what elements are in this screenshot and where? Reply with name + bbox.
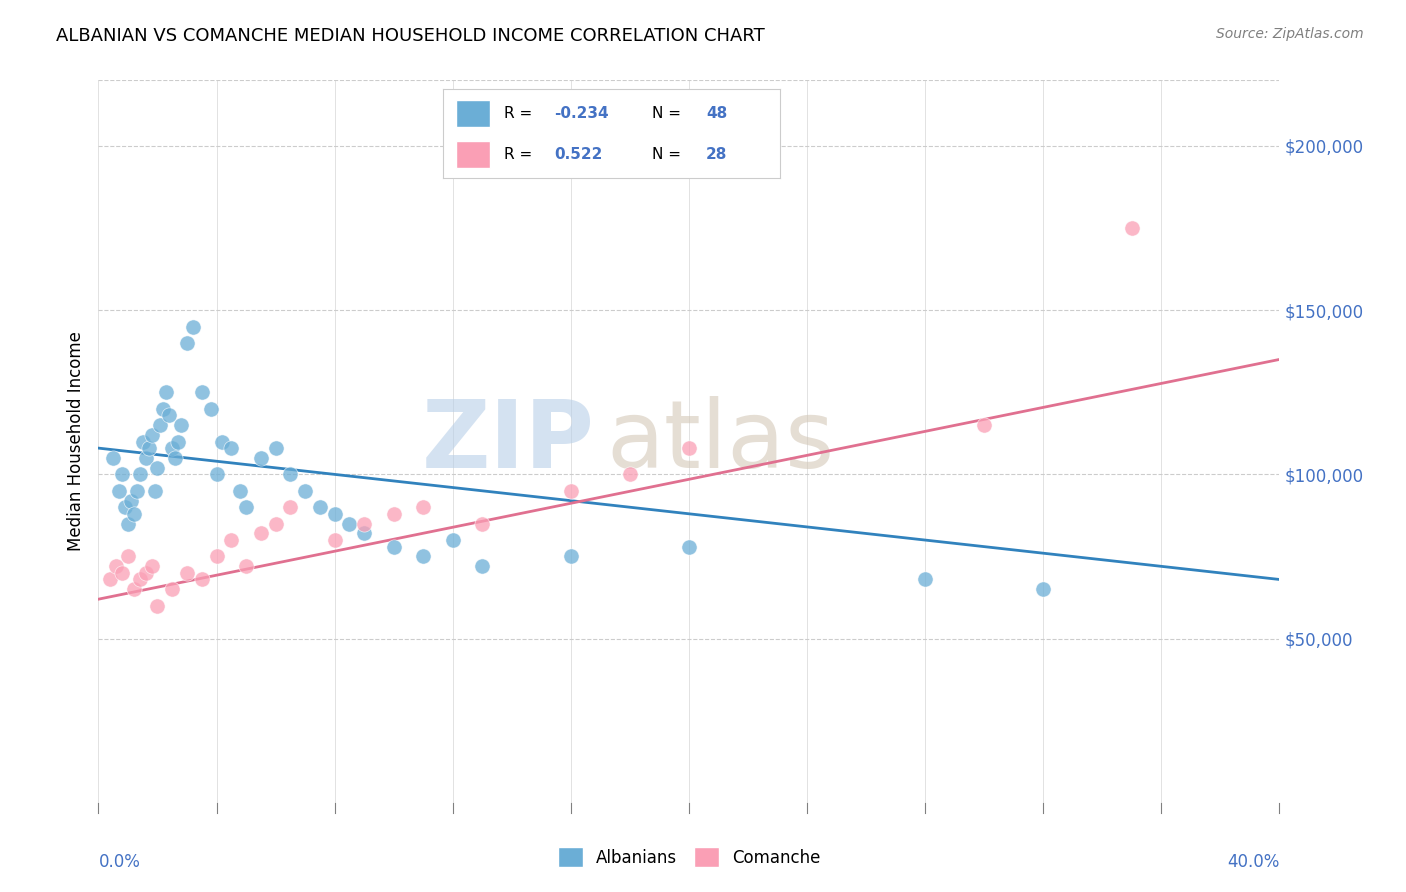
Text: N =: N = — [652, 106, 686, 120]
Point — [280, 467, 302, 482]
Point — [135, 566, 157, 580]
Y-axis label: Median Household Income: Median Household Income — [66, 332, 84, 551]
Text: ALBANIAN VS COMANCHE MEDIAN HOUSEHOLD INCOME CORRELATION CHART: ALBANIAN VS COMANCHE MEDIAN HOUSEHOLD IN… — [56, 27, 765, 45]
Point — [108, 483, 131, 498]
Point — [235, 559, 257, 574]
Point — [914, 573, 936, 587]
Text: 40.0%: 40.0% — [1227, 854, 1279, 871]
Point — [143, 483, 166, 498]
Point — [98, 573, 121, 587]
Point — [191, 573, 214, 587]
Text: atlas: atlas — [606, 395, 835, 488]
Point — [1121, 221, 1143, 235]
Point — [117, 549, 139, 564]
Legend: Albanians, Comanche: Albanians, Comanche — [551, 840, 827, 874]
Point — [1032, 582, 1054, 597]
Point — [155, 385, 177, 400]
Point — [146, 599, 169, 613]
Point — [152, 401, 174, 416]
Point — [205, 467, 228, 482]
Point — [138, 441, 160, 455]
Point — [211, 434, 233, 449]
Point — [111, 467, 134, 482]
Point — [339, 516, 361, 531]
Text: 28: 28 — [706, 147, 727, 161]
Point — [323, 533, 346, 547]
Point — [229, 483, 252, 498]
Point — [471, 559, 494, 574]
Point — [619, 467, 641, 482]
Point — [200, 401, 222, 416]
Point — [250, 526, 273, 541]
Point — [170, 418, 193, 433]
Point — [132, 434, 155, 449]
Point — [221, 441, 243, 455]
Point — [120, 493, 142, 508]
Point — [250, 450, 273, 465]
Point — [167, 434, 190, 449]
Point — [353, 526, 375, 541]
Point — [128, 467, 150, 482]
Point — [141, 428, 163, 442]
Point — [323, 507, 346, 521]
Point — [114, 500, 136, 515]
Point — [678, 540, 700, 554]
Point — [111, 566, 134, 580]
Text: N =: N = — [652, 147, 686, 161]
Text: Source: ZipAtlas.com: Source: ZipAtlas.com — [1216, 27, 1364, 41]
Text: -0.234: -0.234 — [554, 106, 609, 120]
Point — [162, 582, 183, 597]
Text: 48: 48 — [706, 106, 727, 120]
Point — [382, 540, 405, 554]
Point — [176, 566, 198, 580]
Point — [353, 516, 375, 531]
Point — [117, 516, 139, 531]
Point — [103, 450, 125, 465]
Point — [280, 500, 302, 515]
Point — [176, 336, 198, 351]
Point — [309, 500, 332, 515]
Point — [441, 533, 464, 547]
Text: 0.0%: 0.0% — [98, 854, 141, 871]
Point — [264, 516, 287, 531]
Point — [122, 507, 145, 521]
Point — [105, 559, 128, 574]
Point — [973, 418, 995, 433]
Point — [205, 549, 228, 564]
Point — [125, 483, 148, 498]
Point — [560, 549, 582, 564]
Point — [264, 441, 287, 455]
Point — [128, 573, 150, 587]
Point — [141, 559, 163, 574]
Point — [412, 549, 434, 564]
Point — [471, 516, 494, 531]
Point — [122, 582, 145, 597]
Point — [235, 500, 257, 515]
Text: R =: R = — [503, 147, 537, 161]
Point — [146, 460, 169, 475]
FancyBboxPatch shape — [457, 141, 491, 168]
Point — [560, 483, 582, 498]
Point — [191, 385, 214, 400]
FancyBboxPatch shape — [457, 100, 491, 127]
Point — [678, 441, 700, 455]
Point — [382, 507, 405, 521]
Text: R =: R = — [503, 106, 537, 120]
Text: 0.522: 0.522 — [554, 147, 603, 161]
Point — [165, 450, 187, 465]
Point — [181, 319, 204, 334]
Point — [294, 483, 316, 498]
Point — [149, 418, 172, 433]
Point — [157, 409, 180, 423]
Point — [221, 533, 243, 547]
Point — [135, 450, 157, 465]
Point — [162, 441, 183, 455]
Text: ZIP: ZIP — [422, 395, 595, 488]
Point — [412, 500, 434, 515]
